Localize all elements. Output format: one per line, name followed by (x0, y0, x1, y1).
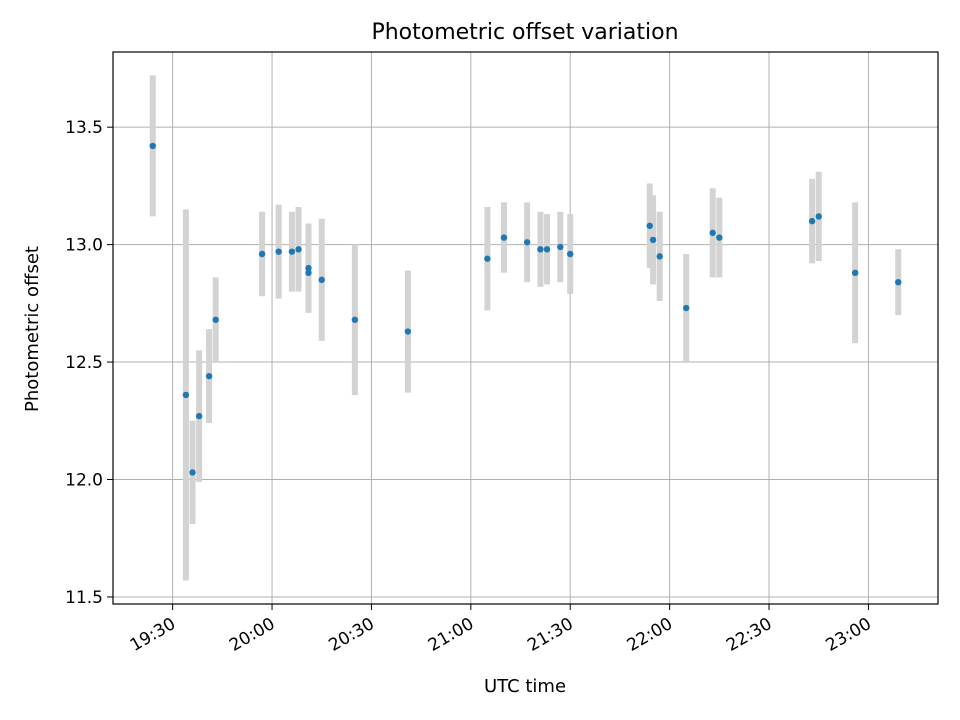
chart-title: Photometric offset variation (371, 20, 678, 45)
data-point (557, 243, 564, 251)
data-point (815, 213, 822, 220)
x-axis-label: UTC time (484, 676, 566, 697)
x-tick-label: 23:00 (822, 614, 874, 656)
data-point (305, 269, 312, 276)
data-point (682, 304, 690, 312)
y-axis: 11.5 12.0 12.5 13.0 13.5 (65, 118, 113, 608)
data-point (212, 316, 219, 323)
data-point (537, 246, 544, 253)
data-point (295, 246, 302, 253)
y-tick-label: 12.5 (65, 353, 103, 373)
x-tick-label: 20:00 (226, 614, 278, 656)
x-axis: 19:30 20:00 20:30 21:00 21:30 22:00 22:30 23:00 (127, 604, 875, 656)
data-point (567, 250, 574, 258)
data-point (851, 269, 859, 276)
data-point (484, 255, 491, 262)
data-point (709, 229, 716, 237)
data-point (182, 391, 190, 399)
data-point (305, 264, 312, 272)
plot-frame (112, 51, 939, 605)
y-tick-label: 11.5 (65, 588, 103, 608)
data-point (808, 217, 816, 225)
data-point (895, 278, 902, 286)
data-point (404, 328, 412, 335)
data-point (288, 248, 296, 255)
y-tick-label: 12.0 (65, 471, 103, 491)
x-tick-label: 21:00 (425, 614, 477, 656)
x-tick-label: 22:00 (624, 614, 676, 656)
data-point (523, 239, 531, 246)
data-point (318, 276, 325, 284)
data-point (258, 250, 266, 258)
data-point (351, 316, 359, 323)
y-tick-label: 13.0 (65, 236, 103, 256)
data-point (646, 222, 653, 230)
data-point (649, 236, 657, 244)
data-point (656, 253, 663, 260)
y-axis-label: Photometric offset (22, 246, 43, 412)
y-tick-label: 13.5 (65, 118, 103, 138)
x-tick-label: 21:30 (524, 614, 576, 656)
data-point (500, 234, 508, 241)
data-point (543, 246, 551, 253)
grid (113, 52, 938, 604)
data-point (275, 248, 282, 255)
data-point (149, 142, 156, 150)
data-point (189, 469, 196, 476)
error-bars (149, 75, 902, 581)
x-tick-label: 20:30 (325, 614, 377, 656)
x-tick-label: 19:30 (127, 614, 179, 656)
data-point (195, 412, 203, 420)
data-point (716, 234, 723, 241)
x-tick-label: 22:30 (723, 614, 775, 656)
data-points (149, 142, 902, 476)
data-point (205, 372, 213, 380)
